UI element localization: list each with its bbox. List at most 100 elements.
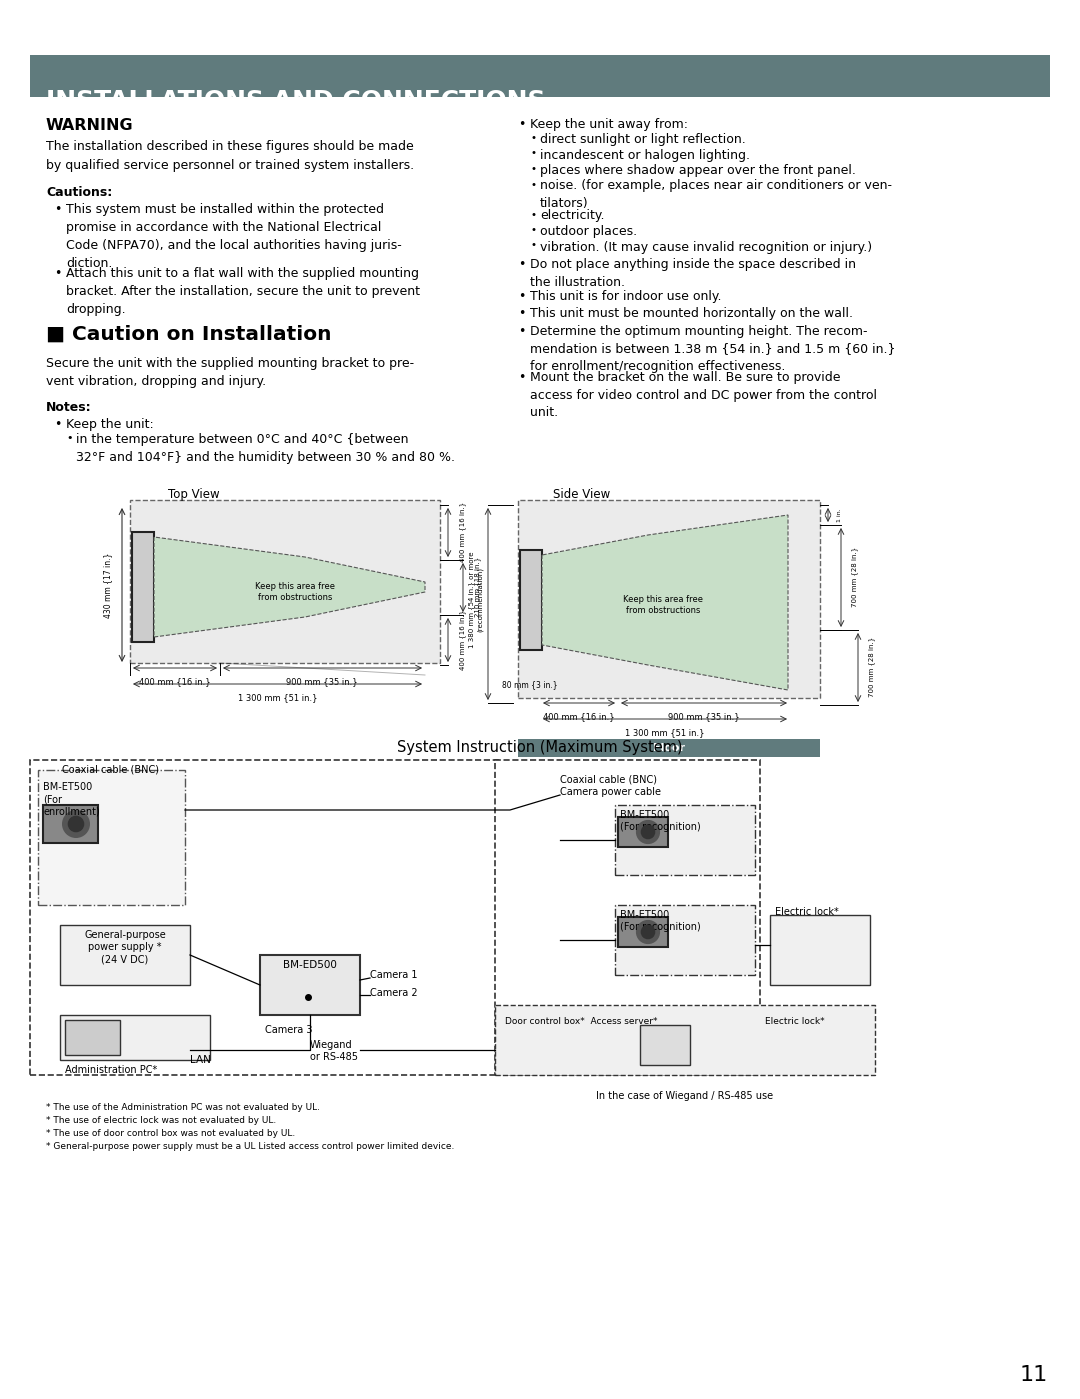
Bar xyxy=(770,915,870,985)
Bar xyxy=(60,925,190,985)
Bar xyxy=(60,1016,210,1060)
Text: BM-ET500
(For recognition): BM-ET500 (For recognition) xyxy=(620,810,701,832)
Bar xyxy=(615,804,755,874)
Text: LAN: LAN xyxy=(190,1055,211,1065)
Text: Wiegand
or RS-485: Wiegand or RS-485 xyxy=(310,1039,357,1062)
Text: Door control box*  Access server*: Door control box* Access server* xyxy=(505,1017,658,1025)
Text: •: • xyxy=(54,418,62,431)
Text: 900 mm {35 in.}: 900 mm {35 in.} xyxy=(286,677,357,686)
Bar xyxy=(30,760,500,1074)
Text: Electric lock*: Electric lock* xyxy=(775,907,839,916)
Bar xyxy=(618,817,669,846)
Text: 400 mm {16 in.}: 400 mm {16 in.} xyxy=(543,712,615,720)
Text: * General-purpose power supply must be a UL Listed access control power limited : * General-purpose power supply must be a… xyxy=(46,1142,455,1151)
Bar xyxy=(518,499,820,698)
Text: •: • xyxy=(54,203,62,215)
Text: •: • xyxy=(530,133,536,143)
Circle shape xyxy=(636,921,660,943)
Text: WARNING: WARNING xyxy=(46,118,134,133)
Bar xyxy=(640,1025,690,1065)
Bar xyxy=(30,55,1050,97)
Text: Keep the unit away from:: Keep the unit away from: xyxy=(530,118,688,132)
Text: 400 mm {16 in.}: 400 mm {16 in.} xyxy=(139,677,211,686)
Text: places where shadow appear over the front panel.: places where shadow appear over the fron… xyxy=(540,164,855,178)
Bar xyxy=(615,905,755,975)
Text: 700 mm {28 in.}: 700 mm {28 in.} xyxy=(851,547,858,607)
Text: INSTALLATIONS AND CONNECTIONS: INSTALLATIONS AND CONNECTIONS xyxy=(46,90,545,113)
Text: •: • xyxy=(530,241,536,250)
Text: Top View: Top View xyxy=(168,488,219,501)
Text: BM-ET500
(For
enrollment): BM-ET500 (For enrollment) xyxy=(43,782,99,817)
Text: 1 in.: 1 in. xyxy=(837,508,842,522)
Text: Administration PC*: Administration PC* xyxy=(65,1065,158,1074)
Circle shape xyxy=(642,925,654,939)
Bar xyxy=(519,550,542,651)
Text: •: • xyxy=(530,179,536,189)
Circle shape xyxy=(642,825,654,838)
Text: Floor: Floor xyxy=(653,743,685,753)
Text: outdoor places.: outdoor places. xyxy=(540,225,637,238)
Text: Side View: Side View xyxy=(553,488,610,501)
Text: 1 300 mm {51 in.}: 1 300 mm {51 in.} xyxy=(239,693,318,702)
Text: •: • xyxy=(530,164,536,173)
Text: BM-ET500
(For recognition): BM-ET500 (For recognition) xyxy=(620,909,701,932)
Polygon shape xyxy=(154,537,426,637)
Text: •: • xyxy=(530,148,536,158)
Text: * The use of door control box was not evaluated by UL.: * The use of door control box was not ev… xyxy=(46,1129,295,1137)
Text: 430 mm {17 in.}: 430 mm {17 in.} xyxy=(103,553,112,618)
Bar xyxy=(618,916,669,947)
Text: Attach this unit to a flat wall with the supplied mounting
bracket. After the in: Attach this unit to a flat wall with the… xyxy=(66,267,420,316)
Text: in the temperature between 0°C and 40°C {between
32°F and 104°F} and the humidit: in the temperature between 0°C and 40°C … xyxy=(76,434,455,464)
Bar xyxy=(132,532,154,642)
Text: Camera 3: Camera 3 xyxy=(265,1025,312,1035)
Text: •: • xyxy=(518,372,525,385)
Text: direct sunlight or light reflection.: direct sunlight or light reflection. xyxy=(540,133,746,145)
Text: 210 mm {18 in.}: 210 mm {18 in.} xyxy=(474,557,481,617)
Text: •: • xyxy=(54,267,62,280)
Bar xyxy=(260,956,360,1016)
Polygon shape xyxy=(542,515,788,690)
Text: Do not place anything inside the space described in
the illustration.: Do not place anything inside the space d… xyxy=(530,257,856,288)
Circle shape xyxy=(636,821,660,844)
Text: incandescent or halogen lighting.: incandescent or halogen lighting. xyxy=(540,148,750,161)
Text: This system must be installed within the protected
promise in accordance with th: This system must be installed within the… xyxy=(66,203,402,270)
Text: This unit is for indoor use only.: This unit is for indoor use only. xyxy=(530,290,721,304)
Text: Cautions:: Cautions: xyxy=(46,186,112,199)
Text: Keep the unit:: Keep the unit: xyxy=(66,418,153,431)
Text: electricity.: electricity. xyxy=(540,210,605,222)
Bar xyxy=(495,1004,875,1074)
Text: •: • xyxy=(66,434,72,443)
Circle shape xyxy=(68,817,83,831)
Text: •: • xyxy=(518,290,525,304)
Text: BM-ED500: BM-ED500 xyxy=(283,960,337,970)
Text: Notes:: Notes: xyxy=(46,402,92,414)
Text: Camera 2: Camera 2 xyxy=(370,988,418,997)
Text: * The use of the Administration PC was not evaluated by UL.: * The use of the Administration PC was n… xyxy=(46,1102,320,1112)
Text: •: • xyxy=(530,225,536,235)
Text: 80 mm {3 in.}: 80 mm {3 in.} xyxy=(502,680,557,688)
Text: Mount the bracket on the wall. Be sure to provide
access for video control and D: Mount the bracket on the wall. Be sure t… xyxy=(530,372,877,420)
Text: Determine the optimum mounting height. The recom-
mendation is between 1.38 m {5: Determine the optimum mounting height. T… xyxy=(530,325,895,374)
Bar xyxy=(43,804,98,844)
Text: Coaxial cable (BNC)
Camera power cable: Coaxial cable (BNC) Camera power cable xyxy=(561,775,661,797)
Bar xyxy=(495,760,760,1074)
Text: System Instruction (Maximum System): System Instruction (Maximum System) xyxy=(397,740,683,755)
Bar xyxy=(38,769,185,905)
Bar xyxy=(518,739,820,757)
Circle shape xyxy=(63,810,90,837)
Text: noise. (for example, places near air conditioners or ven-
tilators): noise. (for example, places near air con… xyxy=(540,179,892,210)
Text: 11: 11 xyxy=(1020,1365,1048,1385)
Text: Keep this area free
from obstructions: Keep this area free from obstructions xyxy=(255,582,335,602)
Text: •: • xyxy=(518,257,525,271)
Text: vibration. (It may cause invalid recognition or injury.): vibration. (It may cause invalid recogni… xyxy=(540,241,873,253)
Text: Secure the unit with the supplied mounting bracket to pre-
vent vibration, dropp: Secure the unit with the supplied mounti… xyxy=(46,357,414,389)
Text: 400 mm {16 in.}: 400 mm {16 in.} xyxy=(459,502,465,562)
Text: Camera 1: Camera 1 xyxy=(370,970,418,981)
Text: •: • xyxy=(530,210,536,220)
Text: 400 mm {16 in.}: 400 mm {16 in.} xyxy=(459,610,465,670)
Text: 1 380 mm {54 in.} or more
(recommendation): 1 380 mm {54 in.} or more (recommendatio… xyxy=(469,551,484,648)
Text: ■ Caution on Installation: ■ Caution on Installation xyxy=(46,325,332,344)
Text: This unit must be mounted horizontally on the wall.: This unit must be mounted horizontally o… xyxy=(530,308,853,320)
Bar xyxy=(65,1020,120,1055)
Text: 900 mm {35 in.}: 900 mm {35 in.} xyxy=(669,712,740,720)
